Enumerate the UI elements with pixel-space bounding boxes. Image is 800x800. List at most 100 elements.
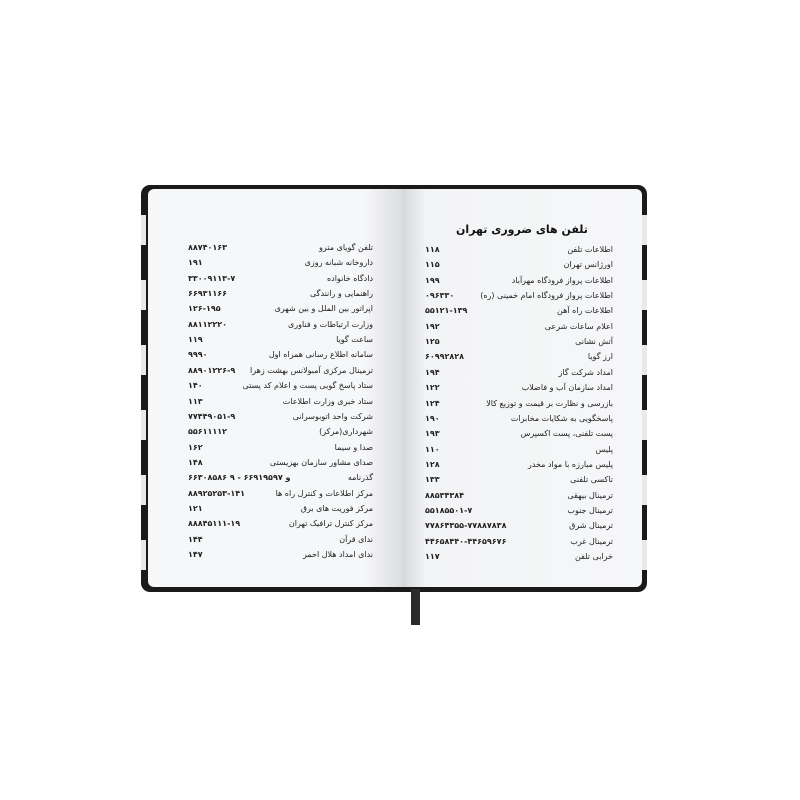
entry-name: صدای مشاور سازمان بهزیستی xyxy=(269,457,373,467)
left-page: تلفن گویای مترو ۸۸۷۴۰۱۶۳ داروخانه شبانه رو… xyxy=(148,189,402,587)
entry-number: ۱۲۱ xyxy=(188,503,203,513)
directory-entry: امداد سازمان آب و فاضلاب ۱۲۲ xyxy=(425,383,613,397)
directory-entry: پلیس مبارزه با مواد مخدر ۱۲۸ xyxy=(425,460,613,474)
directory-entry: ترمینال مرکزی آمبولانس بهشت زهرا ۸۸۹۰۱۲۲۶… xyxy=(188,366,373,380)
entry-name: اطلاعات راه آهن xyxy=(557,306,613,316)
directory-entry: شرکت واحد اتوبوسرانی ۷۷۴۴۹۰۵۱-۹ xyxy=(188,412,373,426)
entry-number: ۱۲۲ xyxy=(425,383,440,393)
entry-number: ۱۹۰ xyxy=(425,413,440,423)
directory-entry: ساعت گویا ۱۱۹ xyxy=(188,335,373,349)
entry-number: ۷۷۸۶۴۳۵۵-۷۷۸۸۷۸۳۸ xyxy=(425,521,507,531)
entry-number: ۸۸۹۲۵۲۵۳-۱۴۱ xyxy=(188,488,246,498)
entry-name: پست تلفنی، پست اکسپرس xyxy=(520,429,613,439)
cover-stripe xyxy=(642,540,647,570)
entry-number: ۵۵۱۸۵۵۰۱-۷ xyxy=(425,505,473,515)
entry-number: ۱۹۱ xyxy=(188,258,203,268)
entry-name: مرکز اطلاعات و کنترل راه ها xyxy=(275,488,373,498)
entry-number: ۳۳۰۰۹۱۱۳-۷ xyxy=(188,273,236,283)
page-title: تلفن های ضروری تهران xyxy=(456,223,588,236)
directory-entry: راهنمایی و رانندگی ۶۶۹۳۱۱۶۶ xyxy=(188,289,373,303)
entry-number: ۶۰۹۹۲۸۲۸ xyxy=(425,352,465,362)
entry-number: ۱۱۰ xyxy=(425,444,440,454)
cover-stripe xyxy=(642,475,647,505)
directory-entry: مرکز فوریت های برق ۱۲۱ xyxy=(188,504,373,518)
cover-stripe xyxy=(141,345,146,375)
directory-entry: صدا و سیما ۱۶۲ xyxy=(188,443,373,457)
entry-name: پلیس مبارزه با مواد مخدر xyxy=(527,459,613,469)
entry-number: ۸۸۷۴۰۱۶۳ xyxy=(188,243,228,252)
entry-number: ۱۲۴ xyxy=(425,398,440,408)
entry-name: پلیس xyxy=(595,444,614,454)
directory-entry: ستاد پاسخ گویی پست و اعلام کد پستی ۱۴۰ xyxy=(188,381,373,395)
entry-name: ارز گویا xyxy=(587,352,613,362)
entry-name: ستاد خبری وزارت اطلاعات xyxy=(282,396,373,406)
directory-entry: اطلاعات تلفن ۱۱۸ xyxy=(425,245,613,259)
entry-name: اطلاعات پرواز فرودگاه امام خمینی (ره) xyxy=(480,291,613,301)
entry-number: ۱۹۳ xyxy=(425,429,440,439)
entry-number: ۱۹۹ xyxy=(425,275,440,285)
entry-number: ۱۴۰ xyxy=(188,381,203,391)
directory-entry: مرکز کنترل ترافیک تهران ۸۸۸۴۵۱۱۱-۱۹ xyxy=(188,519,373,533)
entry-name: راهنمایی و رانندگی xyxy=(309,289,373,299)
entry-name: اطلاعات پرواز فرودگاه مهرآباد xyxy=(511,275,613,285)
entry-name: صدا و سیما xyxy=(334,442,373,452)
entry-name: سامانه اطلاع رسانی همراه اول xyxy=(268,350,373,360)
cover-stripe xyxy=(642,215,647,245)
entry-name: ستاد پاسخ گویی پست و اعلام کد پستی xyxy=(242,381,373,391)
directory-entry: داروخانه شبانه روزی ۱۹۱ xyxy=(188,258,373,272)
directory-entry: امداد شرکت گاز ۱۹۴ xyxy=(425,368,613,382)
entry-number: ۱۴۷ xyxy=(188,550,203,559)
directory-entry: وزارت ارتباطات و فناوری ۸۸۱۱۲۲۲۰ xyxy=(188,320,373,334)
entry-number: ۱۴۸ xyxy=(188,457,203,467)
directory-entry: اعلام ساعات شرعی ۱۹۲ xyxy=(425,322,613,336)
entry-number: ۱۳۳ xyxy=(425,475,440,485)
entry-name: خرابی تلفن xyxy=(574,552,613,561)
entry-name: تلفن گویای مترو xyxy=(319,243,373,252)
directory-entry: پاسخگویی به شکایات مخابرات ۱۹۰ xyxy=(425,414,613,428)
entry-name: ترمینال بیهقی xyxy=(567,490,613,500)
directory-entry: گذرنامه ۶۶۳۰۸۵۸۶ و ۶۶۹۱۹۵۹۷ - ۹ xyxy=(188,473,373,487)
entry-name: امداد سازمان آب و فاضلاب xyxy=(521,383,613,393)
directory-entry: ترمینال شرق ۷۷۸۶۴۳۵۵-۷۷۸۸۷۸۳۸ xyxy=(425,521,613,535)
entry-name: مرکز فوریت های برق xyxy=(300,503,373,513)
entry-number: ۴۴۶۵۸۴۴۰-۴۴۶۵۹۶۷۶ xyxy=(425,536,507,546)
entry-number: ۸۸۸۴۵۱۱۱-۱۹ xyxy=(188,519,241,529)
cover-stripe xyxy=(141,475,146,505)
directory-entry: بازرسی و نظارت بر قیمت و توزیع کالا ۱۲۴ xyxy=(425,399,613,413)
entry-number: ۱۹۲ xyxy=(425,321,440,331)
entry-number: ۱۱۸ xyxy=(425,245,440,254)
entry-number: ۶۶۹۳۱۱۶۶ xyxy=(188,289,228,299)
entry-name: بازرسی و نظارت بر قیمت و توزیع کالا xyxy=(486,398,613,408)
directory-entry: اپراتور بین الملل و بین شهری ۱۲۶-۱۹۵ xyxy=(188,304,373,318)
entry-name: گذرنامه xyxy=(347,473,373,483)
entry-number: ۱۱۹ xyxy=(188,335,203,345)
directory-entry: سامانه اطلاع رسانی همراه اول ۹۹۹۰ xyxy=(188,350,373,364)
entry-name: پاسخگویی به شکایات مخابرات xyxy=(510,413,613,423)
directory-entry: مرکز اطلاعات و کنترل راه ها ۸۸۹۲۵۲۵۳-۱۴۱ xyxy=(188,489,373,503)
entry-name: دادگاه خانواده xyxy=(326,273,373,283)
cover-stripe xyxy=(642,410,647,440)
entry-number: ۰۹۶۳۳۰ xyxy=(425,291,455,301)
entry-number: ۱۴۴ xyxy=(188,534,203,544)
entry-name: وزارت ارتباطات و فناوری xyxy=(288,319,373,329)
directory-entry: تلفن گویای مترو ۸۸۷۴۰۱۶۳ xyxy=(188,243,373,257)
directory-entry: ترمینال جنوب ۵۵۱۸۵۵۰۱-۷ xyxy=(425,506,613,520)
entry-name: تاکسی تلفنی xyxy=(570,475,613,485)
directory-entry: شهرداری(مرکز) ۵۵۶۱۱۱۱۲ xyxy=(188,427,373,441)
cover-stripe xyxy=(141,540,146,570)
entry-number: ۵۵۱۲۱-۱۳۹ xyxy=(425,306,468,316)
cover-stripe xyxy=(141,280,146,310)
directory-entry: اطلاعات راه آهن ۵۵۱۲۱-۱۳۹ xyxy=(425,306,613,320)
entry-name: ساعت گویا xyxy=(336,335,373,345)
entry-number: ۵۵۶۱۱۱۱۲ xyxy=(188,427,228,437)
entry-number: ۱۱۵ xyxy=(425,260,440,270)
entry-number: ۸۸۱۱۲۲۲۰ xyxy=(188,319,228,329)
entry-name: آتش نشانی xyxy=(575,337,613,347)
entry-name: ترمینال مرکزی آمبولانس بهشت زهرا xyxy=(249,365,373,375)
entry-name: اپراتور بین الملل و بین شهری xyxy=(274,304,373,314)
entry-name: اورژانس تهران xyxy=(563,260,613,270)
directory-entry: آتش نشانی ۱۲۵ xyxy=(425,337,613,351)
entry-name: اعلام ساعات شرعی xyxy=(544,321,613,331)
entry-name: ترمینال جنوب xyxy=(567,505,613,515)
entry-name: اطلاعات تلفن xyxy=(567,245,613,254)
